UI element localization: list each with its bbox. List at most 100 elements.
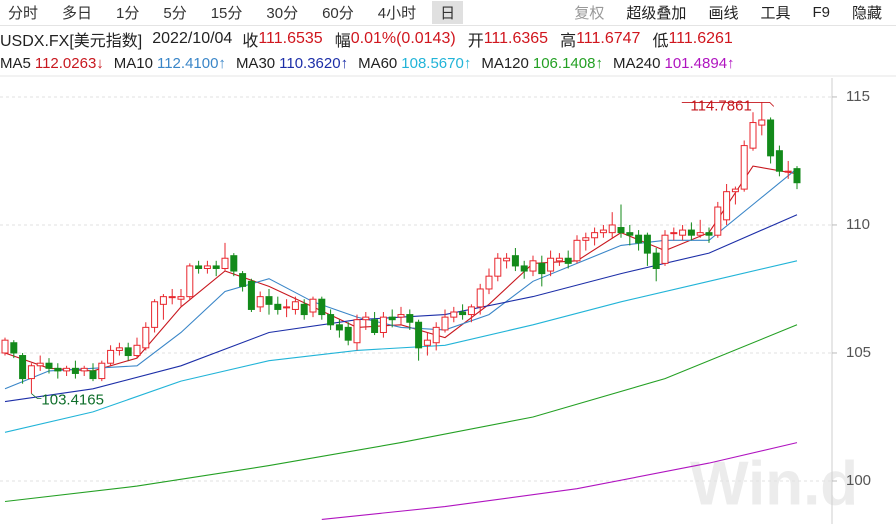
candle-body: [344, 326, 352, 341]
period-tab[interactable]: 多日: [62, 5, 93, 22]
candle-body: [379, 316, 387, 333]
field-label: 开: [467, 32, 484, 50]
legend-name: MA240: [612, 55, 661, 72]
candle-body: [503, 257, 511, 262]
candle-body: [705, 232, 713, 236]
tool-button[interactable]: 复权: [574, 5, 605, 22]
candle-body: [371, 319, 379, 333]
candle-body: [617, 227, 625, 234]
tool-button[interactable]: 画线: [708, 5, 739, 22]
tool-button[interactable]: F9: [812, 4, 830, 21]
candle-body: [274, 303, 282, 310]
candle-body: [230, 255, 238, 272]
candle-body: [177, 296, 185, 300]
candle-body: [203, 265, 211, 269]
candle-body: [80, 367, 88, 372]
y-tick-label: 105: [846, 344, 871, 361]
candle-body: [476, 288, 484, 308]
candle-body: [54, 367, 62, 372]
candle-body: [696, 232, 704, 236]
legend-value: 112.0263↓: [34, 55, 104, 72]
candle-body: [635, 234, 643, 244]
period-tab[interactable]: 30分: [266, 5, 299, 22]
legend-value: 108.5670↑: [401, 55, 472, 72]
candle-body: [247, 280, 255, 310]
period-tab[interactable]: 分时: [8, 5, 39, 22]
candle-body: [758, 119, 766, 126]
candle-body: [406, 314, 414, 323]
candle-body: [494, 257, 502, 277]
ma-line: [4, 168, 798, 390]
candle-body: [19, 355, 27, 380]
symbol: USDX.FX[美元指数]: [0, 32, 143, 50]
legend-value: 112.4100↑: [156, 55, 226, 72]
candle-body: [670, 232, 678, 235]
candle-body: [793, 168, 801, 184]
candle-body: [27, 365, 35, 380]
candle-body: [63, 367, 71, 372]
candle-body: [652, 252, 660, 269]
candle-body: [300, 303, 308, 316]
tool-button[interactable]: 超级叠加: [626, 5, 687, 22]
period-tab[interactable]: 1分: [116, 5, 140, 22]
candle-body: [45, 362, 53, 369]
legend-value: 101.4894↑: [664, 55, 735, 72]
ma-legend: MA5 112.0263↓ MA10 112.4100↑ MA30 110.3620↑ MA…: [0, 51, 896, 76]
candle-body: [582, 237, 590, 241]
candle-body: [318, 298, 326, 316]
ma-line: [321, 442, 798, 520]
low-label: 103.4165: [41, 391, 104, 408]
period-tab[interactable]: 60分: [322, 5, 354, 22]
candle-body: [723, 191, 731, 221]
candle-body: [749, 122, 757, 149]
candle-body: [115, 347, 123, 351]
candle-body: [221, 257, 229, 269]
low-pointer: [31, 393, 42, 399]
period-tab[interactable]: 5分: [163, 5, 187, 22]
period-tab[interactable]: 4小时: [377, 5, 417, 22]
candle-body: [661, 234, 669, 264]
candle-body: [142, 326, 150, 349]
candle-body: [784, 170, 792, 173]
period-tab[interactable]: 日: [432, 1, 464, 24]
y-tick-label: 115: [846, 88, 870, 105]
candle-body: [71, 367, 79, 374]
candle-body: [767, 119, 775, 157]
candle-body: [547, 257, 555, 272]
candle-body: [538, 262, 546, 275]
candle-body: [309, 298, 317, 313]
candle-body: [687, 229, 695, 236]
candle-body: [679, 229, 687, 236]
high-pointer: [681, 102, 775, 107]
candle-body: [124, 347, 132, 357]
date: 2022/10/04: [152, 29, 233, 47]
tool-button[interactable]: 隐藏: [851, 5, 882, 22]
candle-body: [511, 255, 519, 267]
period-tab[interactable]: 15分: [210, 5, 243, 22]
candle-body: [89, 370, 97, 380]
candle-body: [98, 362, 106, 380]
candle-body: [520, 265, 528, 272]
field-value: 111.6535: [258, 29, 323, 47]
legend-value: 106.1408↑: [532, 55, 603, 72]
legend-name: MA5: [0, 55, 31, 72]
y-tick-label: 100: [846, 472, 871, 489]
candle-body: [591, 232, 599, 239]
candle-body: [459, 311, 467, 316]
candle-body: [599, 229, 607, 234]
candle-body: [159, 296, 167, 305]
candle-body: [186, 265, 194, 298]
candle-body: [740, 145, 748, 190]
high-label: 114.7861: [690, 97, 751, 114]
candle-body: [564, 257, 572, 264]
watermark: Win.d: [690, 449, 858, 518]
candle-body: [168, 296, 176, 299]
candle-body: [327, 314, 335, 326]
candle-body: [529, 260, 537, 272]
legend-name: MA60: [358, 55, 398, 72]
candle-body: [265, 296, 273, 305]
candle-body: [36, 362, 44, 367]
tool-button[interactable]: 工具: [760, 5, 791, 22]
